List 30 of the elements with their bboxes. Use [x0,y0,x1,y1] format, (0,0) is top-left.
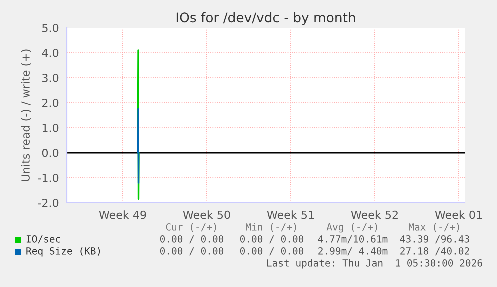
text: Max (-/+) [409,223,460,232]
y-tick-label: 3.0 [42,74,59,82]
y-tick-label: 5.0 [42,24,59,32]
y-tick-label: 0.0 [42,148,59,158]
chart-title: IOs for /dev/vdc - by month [176,12,356,26]
text: 0.00 / 0.00 [160,235,224,244]
x-tick-label: Week 50 [183,210,230,220]
text: 0.00 / 0.00 [240,247,304,256]
x-tick-label: Week 49 [99,210,146,220]
text: 4.77m/10.61m [318,235,388,244]
text: Avg (-/+) [326,223,378,233]
text: Last update: Thu Jan 1 05:30:00 2026 [267,259,482,269]
x-tick-label: Week 52 [351,210,398,220]
legend-label: Req Size (KB) [26,247,100,257]
y-tick-label: -2.0 [38,198,59,208]
legend-label: IO/sec [26,235,60,244]
text: 0.00 / 0.00 [240,235,304,244]
y-axis-title: Units read (-) / write (+) [21,50,32,182]
y-tick-label: 4.0 [42,48,59,58]
y-tick-label: 2.0 [42,98,59,108]
text: 43.39 /96.43 [400,235,470,244]
y-tick-label: 1.0 [42,124,59,132]
text: 27.18 /40.02 [400,247,470,256]
text: 0.00 / 0.00 [160,247,224,256]
x-tick-label: Week 51 [267,210,314,220]
y-tick-label: -1.0 [38,174,59,182]
x-tick-label: Week 01 [435,210,482,220]
text: Cur (-/+) [166,223,216,232]
text: Min (-/+) [246,223,296,232]
text: 2.99m/ 4.40m [318,247,388,256]
